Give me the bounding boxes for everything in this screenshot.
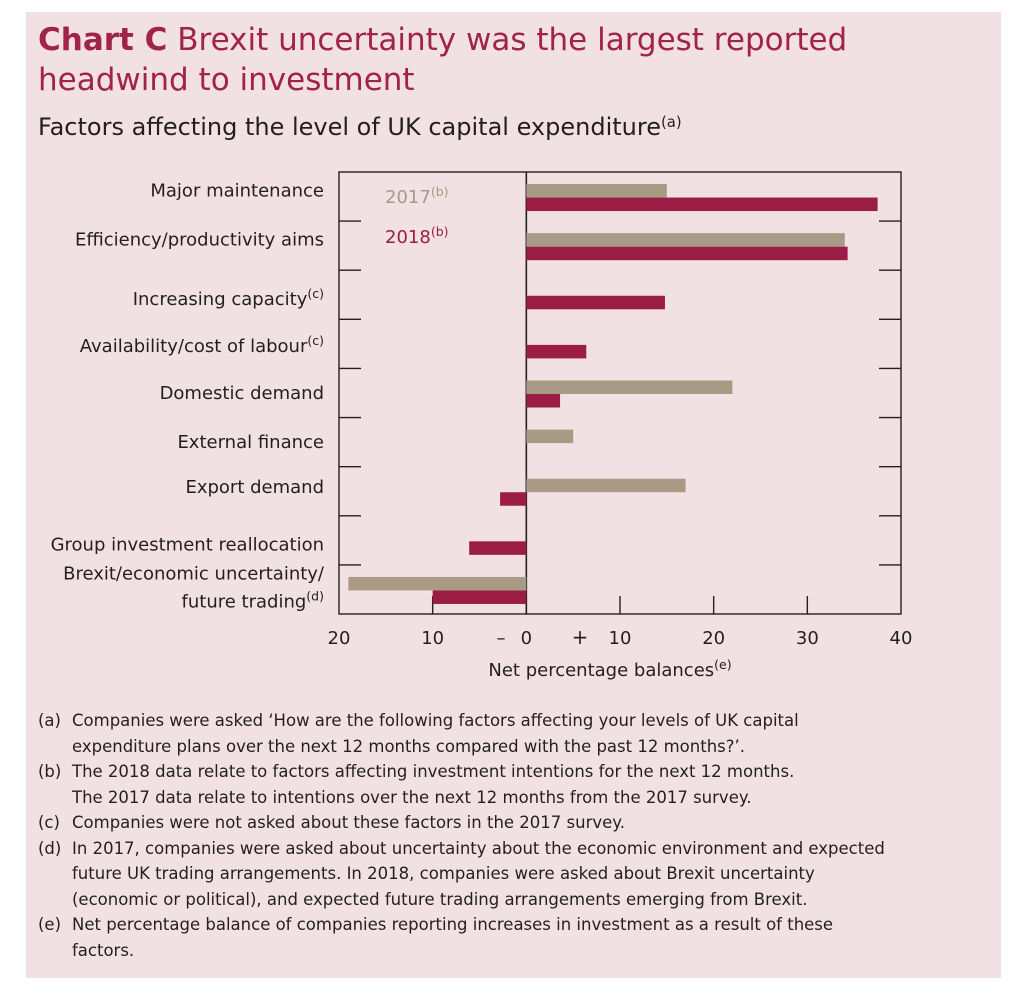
bar-2018 bbox=[432, 590, 527, 604]
footnote: (b) The 2018 data relate to factors affec… bbox=[38, 759, 978, 810]
chart-subtitle-text: Factors affecting the level of UK capita… bbox=[38, 113, 661, 141]
footnote-marker: (b) bbox=[431, 224, 449, 239]
footnote-marker: (b) bbox=[431, 184, 449, 199]
x-axis-label: Net percentage balances(e) bbox=[488, 657, 731, 681]
bar-2018 bbox=[526, 394, 561, 408]
chart-subtitle-note: (a) bbox=[660, 112, 682, 131]
footnote: (e) Net percentage balance of companies r… bbox=[38, 912, 978, 963]
footnote-marker: (e) bbox=[38, 915, 62, 934]
category-label: External finance bbox=[177, 432, 324, 453]
footnote-marker: (d) bbox=[306, 588, 324, 603]
footnote-marker: (d) bbox=[38, 838, 62, 858]
footnote-line: future UK trading arrangements. In 2018,… bbox=[72, 864, 815, 883]
bar-2018 bbox=[526, 246, 848, 261]
bar-2017 bbox=[526, 380, 733, 394]
bar-2017 bbox=[526, 478, 686, 493]
bar-2017 bbox=[526, 184, 667, 198]
footnote-marker: (c) bbox=[38, 813, 60, 832]
footnote-marker: (c) bbox=[307, 333, 324, 348]
x-tick-label: 10 bbox=[421, 628, 444, 649]
footnotes: (a) Companies were asked ‘How are the fol… bbox=[38, 708, 978, 963]
legend-2018: 2018(b) bbox=[385, 224, 449, 248]
footnote-line: Net percentage balance of companies repo… bbox=[72, 915, 834, 934]
bar-2018 bbox=[526, 295, 665, 310]
footnote-line: factors. bbox=[72, 940, 135, 960]
footnote-marker: (c) bbox=[307, 286, 324, 301]
category-label: Brexit/economic uncertainty/ bbox=[63, 563, 325, 584]
bar-2018 bbox=[469, 541, 527, 555]
footnote-marker: (e) bbox=[714, 657, 731, 672]
bar-2017 bbox=[348, 576, 527, 591]
bar-2018 bbox=[526, 344, 587, 359]
bar-2018 bbox=[526, 197, 878, 212]
chart-title-text: Brexit uncertainty was the largest repor… bbox=[38, 22, 848, 98]
category-label: Availability/cost of labour(c) bbox=[80, 333, 324, 357]
footnote: (c) Companies were not asked about these … bbox=[38, 810, 978, 836]
footnote-marker: (b) bbox=[38, 762, 62, 781]
x-tick-label: 20 bbox=[328, 628, 351, 649]
x-tick-label: 20 bbox=[702, 628, 725, 649]
footnote-line: expenditure plans over the next 12 month… bbox=[72, 736, 745, 756]
category-label: Increasing capacity(c) bbox=[133, 286, 324, 310]
footnote-marker: (a) bbox=[38, 711, 61, 730]
bar-2017 bbox=[526, 429, 574, 444]
x-tick-label: 40 bbox=[890, 628, 913, 649]
legend-2017: 2017(b) bbox=[385, 184, 449, 208]
footnote-line: Companies were asked ‘How are the follow… bbox=[72, 711, 799, 730]
footnote-line: The 2018 data relate to factors affectin… bbox=[72, 762, 795, 781]
category-label: Efficiency/productivity aims bbox=[75, 230, 324, 251]
category-label: Export demand bbox=[185, 477, 324, 498]
bar-2018 bbox=[500, 492, 527, 506]
bar-chart: Major maintenance Efficiency/productivity… bbox=[51, 171, 913, 681]
footnote-line: The 2017 data relate to intentions over … bbox=[72, 787, 752, 807]
category-label: Domestic demand bbox=[160, 383, 324, 404]
bar-2017 bbox=[526, 233, 845, 247]
x-tick-label: 0 bbox=[521, 628, 532, 649]
x-tick-label: 30 bbox=[796, 628, 819, 649]
footnote: (a) Companies were asked ‘How are the fol… bbox=[38, 708, 978, 759]
chart-title-prefix: Chart C bbox=[38, 22, 168, 58]
category-label: future trading(d) bbox=[182, 588, 324, 612]
footnote: (d) In 2017, companies were asked about u… bbox=[38, 836, 978, 913]
category-label: Major maintenance bbox=[150, 181, 324, 202]
footnote-line: Companies were not asked about these fac… bbox=[72, 813, 625, 832]
x-tick-label: 10 bbox=[609, 628, 632, 649]
chart-title: Chart C Brexit uncertainty was the large… bbox=[38, 20, 998, 100]
minus-sign-label: – bbox=[497, 628, 506, 649]
plus-sign-label: + bbox=[572, 625, 589, 649]
chart-subtitle: Factors affecting the level of UK capita… bbox=[38, 110, 682, 144]
footnote-line: In 2017, companies were asked about unce… bbox=[72, 838, 885, 858]
footnote-line: (economic or political), and expected fu… bbox=[72, 889, 808, 909]
category-label: Group investment reallocation bbox=[51, 534, 324, 555]
